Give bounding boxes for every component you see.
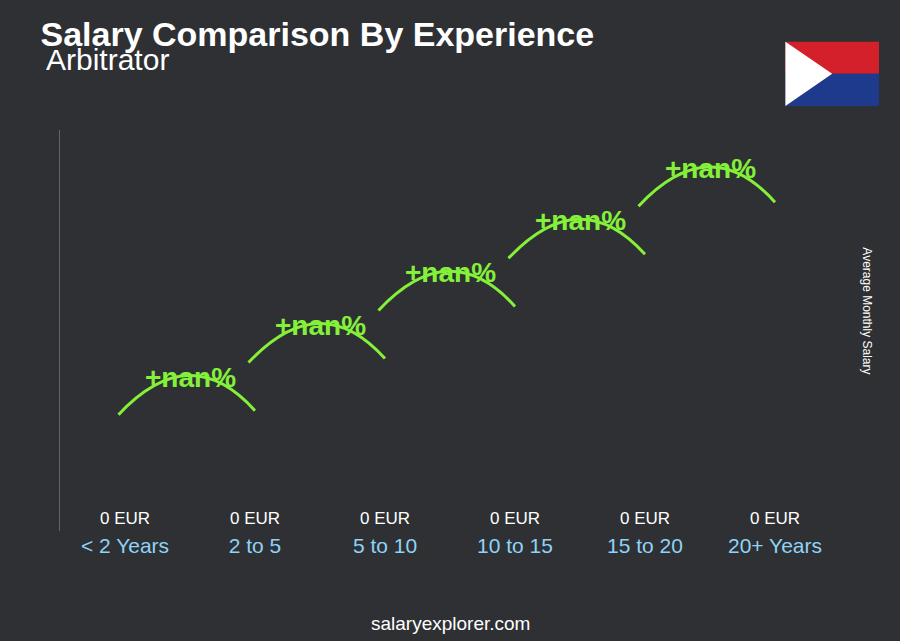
svg-text:0 EUR: 0 EUR xyxy=(620,509,670,528)
svg-text:Arbitrator: Arbitrator xyxy=(46,43,169,76)
svg-text:0 EUR: 0 EUR xyxy=(360,509,410,528)
svg-text:Salary Comparison By Experienc: Salary Comparison By Experience xyxy=(41,15,595,53)
svg-text:20+ Years: 20+ Years xyxy=(728,534,822,557)
svg-text:0 EUR: 0 EUR xyxy=(230,509,280,528)
svg-text:+nan%: +nan% xyxy=(145,362,236,393)
svg-text:0 EUR: 0 EUR xyxy=(490,509,540,528)
svg-text:0 EUR: 0 EUR xyxy=(750,509,800,528)
svg-text:+nan%: +nan% xyxy=(535,205,626,236)
svg-text:15 to 20: 15 to 20 xyxy=(607,534,683,557)
svg-text:+nan%: +nan% xyxy=(405,257,496,288)
svg-text:2 to 5: 2 to 5 xyxy=(229,534,282,557)
svg-text:5 to 10: 5 to 10 xyxy=(353,534,417,557)
svg-text:+nan%: +nan% xyxy=(275,310,366,341)
svg-text:salaryexplorer.com: salaryexplorer.com xyxy=(371,613,530,634)
svg-text:+nan%: +nan% xyxy=(665,153,756,184)
svg-text:Average Monthly Salary: Average Monthly Salary xyxy=(860,247,874,374)
svg-text:< 2 Years: < 2 Years xyxy=(81,534,169,557)
svg-text:10 to 15: 10 to 15 xyxy=(477,534,553,557)
svg-text:0 EUR: 0 EUR xyxy=(100,509,150,528)
